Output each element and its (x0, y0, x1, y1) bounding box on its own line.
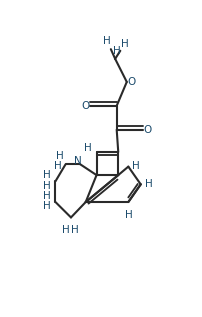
Text: H: H (43, 170, 51, 180)
Text: H: H (43, 181, 51, 191)
Text: O: O (144, 125, 152, 135)
Text: H: H (113, 46, 120, 55)
Text: H: H (84, 143, 92, 152)
Text: H: H (132, 161, 140, 171)
Text: O: O (82, 101, 90, 111)
Text: H: H (62, 225, 70, 235)
Text: O: O (127, 77, 135, 87)
Text: N: N (74, 156, 81, 166)
Text: H: H (56, 151, 64, 161)
Text: H: H (145, 179, 153, 189)
Text: H: H (121, 39, 128, 49)
Text: H: H (125, 210, 133, 220)
Text: H: H (43, 201, 51, 211)
Text: H: H (54, 160, 61, 171)
Text: H: H (103, 36, 111, 46)
Text: H: H (71, 225, 79, 235)
Text: H: H (43, 191, 51, 201)
